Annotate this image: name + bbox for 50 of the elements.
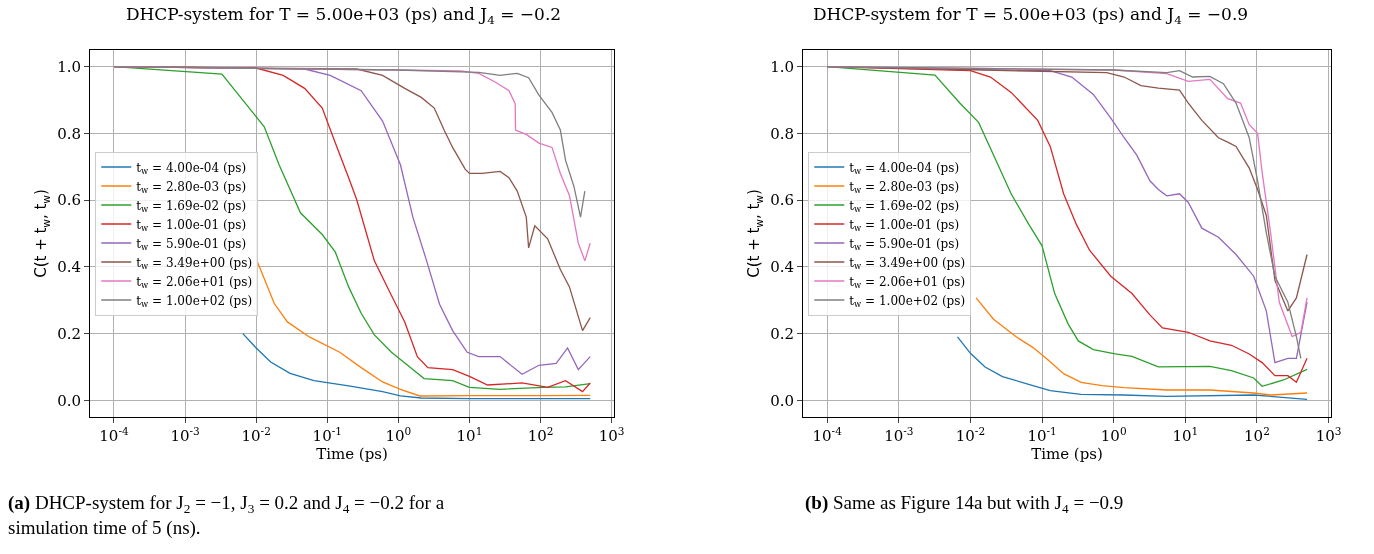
legend-label: t$_{w}$ = 1.69e-02 (ps) — [849, 198, 960, 215]
y-tick-label: 1.0 — [770, 57, 794, 76]
legend-label: t$_{w}$ = 2.06e+01 (ps) — [136, 274, 253, 291]
legend-label: t$_{w}$ = 1.00e+02 (ps) — [849, 293, 966, 310]
x-tick-label: 10$^{0}$ — [1100, 424, 1127, 445]
legend-label: t$_{w}$ = 4.00e-04 (ps) — [849, 160, 960, 177]
y-tick-label: 0.6 — [57, 191, 81, 210]
y-tick-label: 0.0 — [770, 391, 794, 410]
x-tick-label: 10$^{3}$ — [598, 424, 625, 445]
legend-label: t$_{w}$ = 1.00e-01 (ps) — [849, 217, 960, 234]
chart-title: DHCP-system for T = 5.00e+03 (ps) and J$_{4}$ = −0.2 — [125, 4, 562, 27]
y-tick-label: 1.0 — [57, 57, 81, 76]
x-tick-label: 10$^{-2}$ — [955, 424, 986, 445]
legend-label: t$_{w}$ = 5.90e-01 (ps) — [849, 236, 960, 253]
x-tick-label: 10$^{-3}$ — [170, 424, 200, 445]
x-tick-label: 10$^{-4}$ — [99, 424, 129, 445]
x-tick-label: 10$^{-2}$ — [241, 424, 271, 445]
chart-title: DHCP-system for T = 5.00e+03 (ps) and J$_{4}$ = −0.9 — [812, 4, 1249, 27]
y-tick-label: 0.2 — [770, 324, 794, 343]
x-tick-label: 10$^{-1}$ — [312, 424, 342, 445]
x-tick-label: 10$^{1}$ — [1172, 424, 1199, 445]
x-tick-label: 10$^{1}$ — [456, 424, 483, 445]
x-tick-label: 10$^{-4}$ — [812, 424, 843, 445]
legend-label: t$_{w}$ = 1.00e-01 (ps) — [136, 217, 247, 234]
legend-label: t$_{w}$ = 3.49e+00 (ps) — [849, 255, 966, 272]
text: (b) Same as Figure 14a but with J$_{4}$ = −0.9 — [805, 492, 1124, 516]
legend-label: t$_{w}$ = 2.80e-03 (ps) — [849, 179, 960, 196]
x-tick-label: 10$^{2}$ — [1244, 424, 1270, 445]
x-axis-title: Time (ps) — [1031, 445, 1103, 463]
y-tick-label: 0.8 — [770, 124, 794, 143]
text: (a) DHCP-system for J$_{2}$ = −1, J$_{3}$ = 0.2 and J$_{4}$ = −0.2 for a simulation time of 5 (ns). — [8, 492, 445, 538]
y-tick-label: 0.4 — [770, 258, 794, 277]
x-tick-label: 10$^{2}$ — [527, 424, 554, 445]
x-tick-label: 10$^{-1}$ — [1027, 424, 1057, 445]
legend-label: t$_{w}$ = 1.00e+02 (ps) — [136, 293, 253, 310]
y-tick-label: 0.2 — [57, 324, 81, 343]
y-tick-label: 0.0 — [57, 391, 81, 410]
legend-label: t$_{w}$ = 5.90e-01 (ps) — [136, 236, 247, 253]
x-axis-title: Time (ps) — [316, 445, 388, 463]
legend-label: t$_{w}$ = 2.80e-03 (ps) — [136, 179, 247, 196]
legend-label: t$_{w}$ = 2.06e+01 (ps) — [849, 274, 966, 291]
legend-label: t$_{w}$ = 1.69e-02 (ps) — [136, 198, 247, 215]
y-tick-label: 0.8 — [57, 124, 81, 143]
x-tick-label: 10$^{3}$ — [1315, 424, 1342, 445]
y-tick-label: 0.4 — [57, 258, 81, 277]
x-tick-label: 10$^{-3}$ — [884, 424, 914, 445]
x-tick-label: 10$^{0}$ — [385, 424, 412, 445]
legend-label: t$_{w}$ = 3.49e+00 (ps) — [136, 255, 253, 272]
y-tick-label: 0.6 — [770, 191, 794, 210]
legend-label: t$_{w}$ = 4.00e-04 (ps) — [136, 160, 247, 177]
